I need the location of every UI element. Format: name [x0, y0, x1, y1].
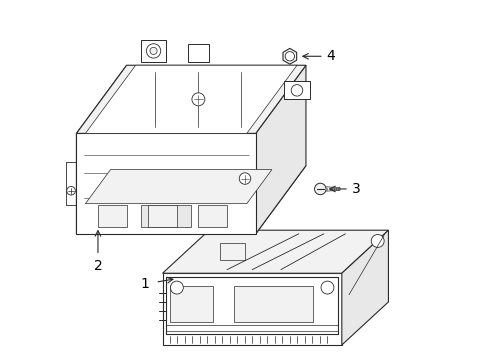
Polygon shape — [141, 40, 166, 62]
Polygon shape — [76, 65, 306, 134]
Polygon shape — [285, 81, 310, 99]
Polygon shape — [220, 243, 245, 260]
Polygon shape — [188, 44, 209, 62]
Polygon shape — [342, 230, 389, 345]
Text: 4: 4 — [327, 49, 336, 63]
Text: 2: 2 — [94, 259, 102, 273]
Polygon shape — [170, 286, 213, 321]
Text: 3: 3 — [352, 182, 361, 196]
Circle shape — [150, 47, 157, 54]
Polygon shape — [326, 187, 340, 191]
Circle shape — [147, 44, 161, 58]
Circle shape — [239, 173, 251, 184]
Polygon shape — [85, 170, 272, 204]
Polygon shape — [148, 205, 177, 226]
Circle shape — [321, 281, 334, 294]
Polygon shape — [141, 205, 191, 226]
Polygon shape — [85, 65, 297, 134]
Polygon shape — [283, 48, 296, 64]
Text: 1: 1 — [140, 277, 149, 291]
Circle shape — [315, 183, 326, 195]
Circle shape — [67, 186, 75, 195]
Circle shape — [285, 51, 294, 61]
Circle shape — [291, 85, 303, 96]
Polygon shape — [256, 65, 306, 234]
Polygon shape — [76, 65, 126, 234]
Polygon shape — [76, 134, 256, 234]
Polygon shape — [76, 166, 306, 234]
Circle shape — [192, 93, 205, 106]
Polygon shape — [163, 273, 342, 345]
Circle shape — [371, 234, 384, 247]
Circle shape — [171, 281, 183, 294]
Polygon shape — [198, 205, 227, 226]
Polygon shape — [163, 230, 389, 273]
Polygon shape — [98, 205, 126, 226]
Polygon shape — [234, 286, 313, 321]
